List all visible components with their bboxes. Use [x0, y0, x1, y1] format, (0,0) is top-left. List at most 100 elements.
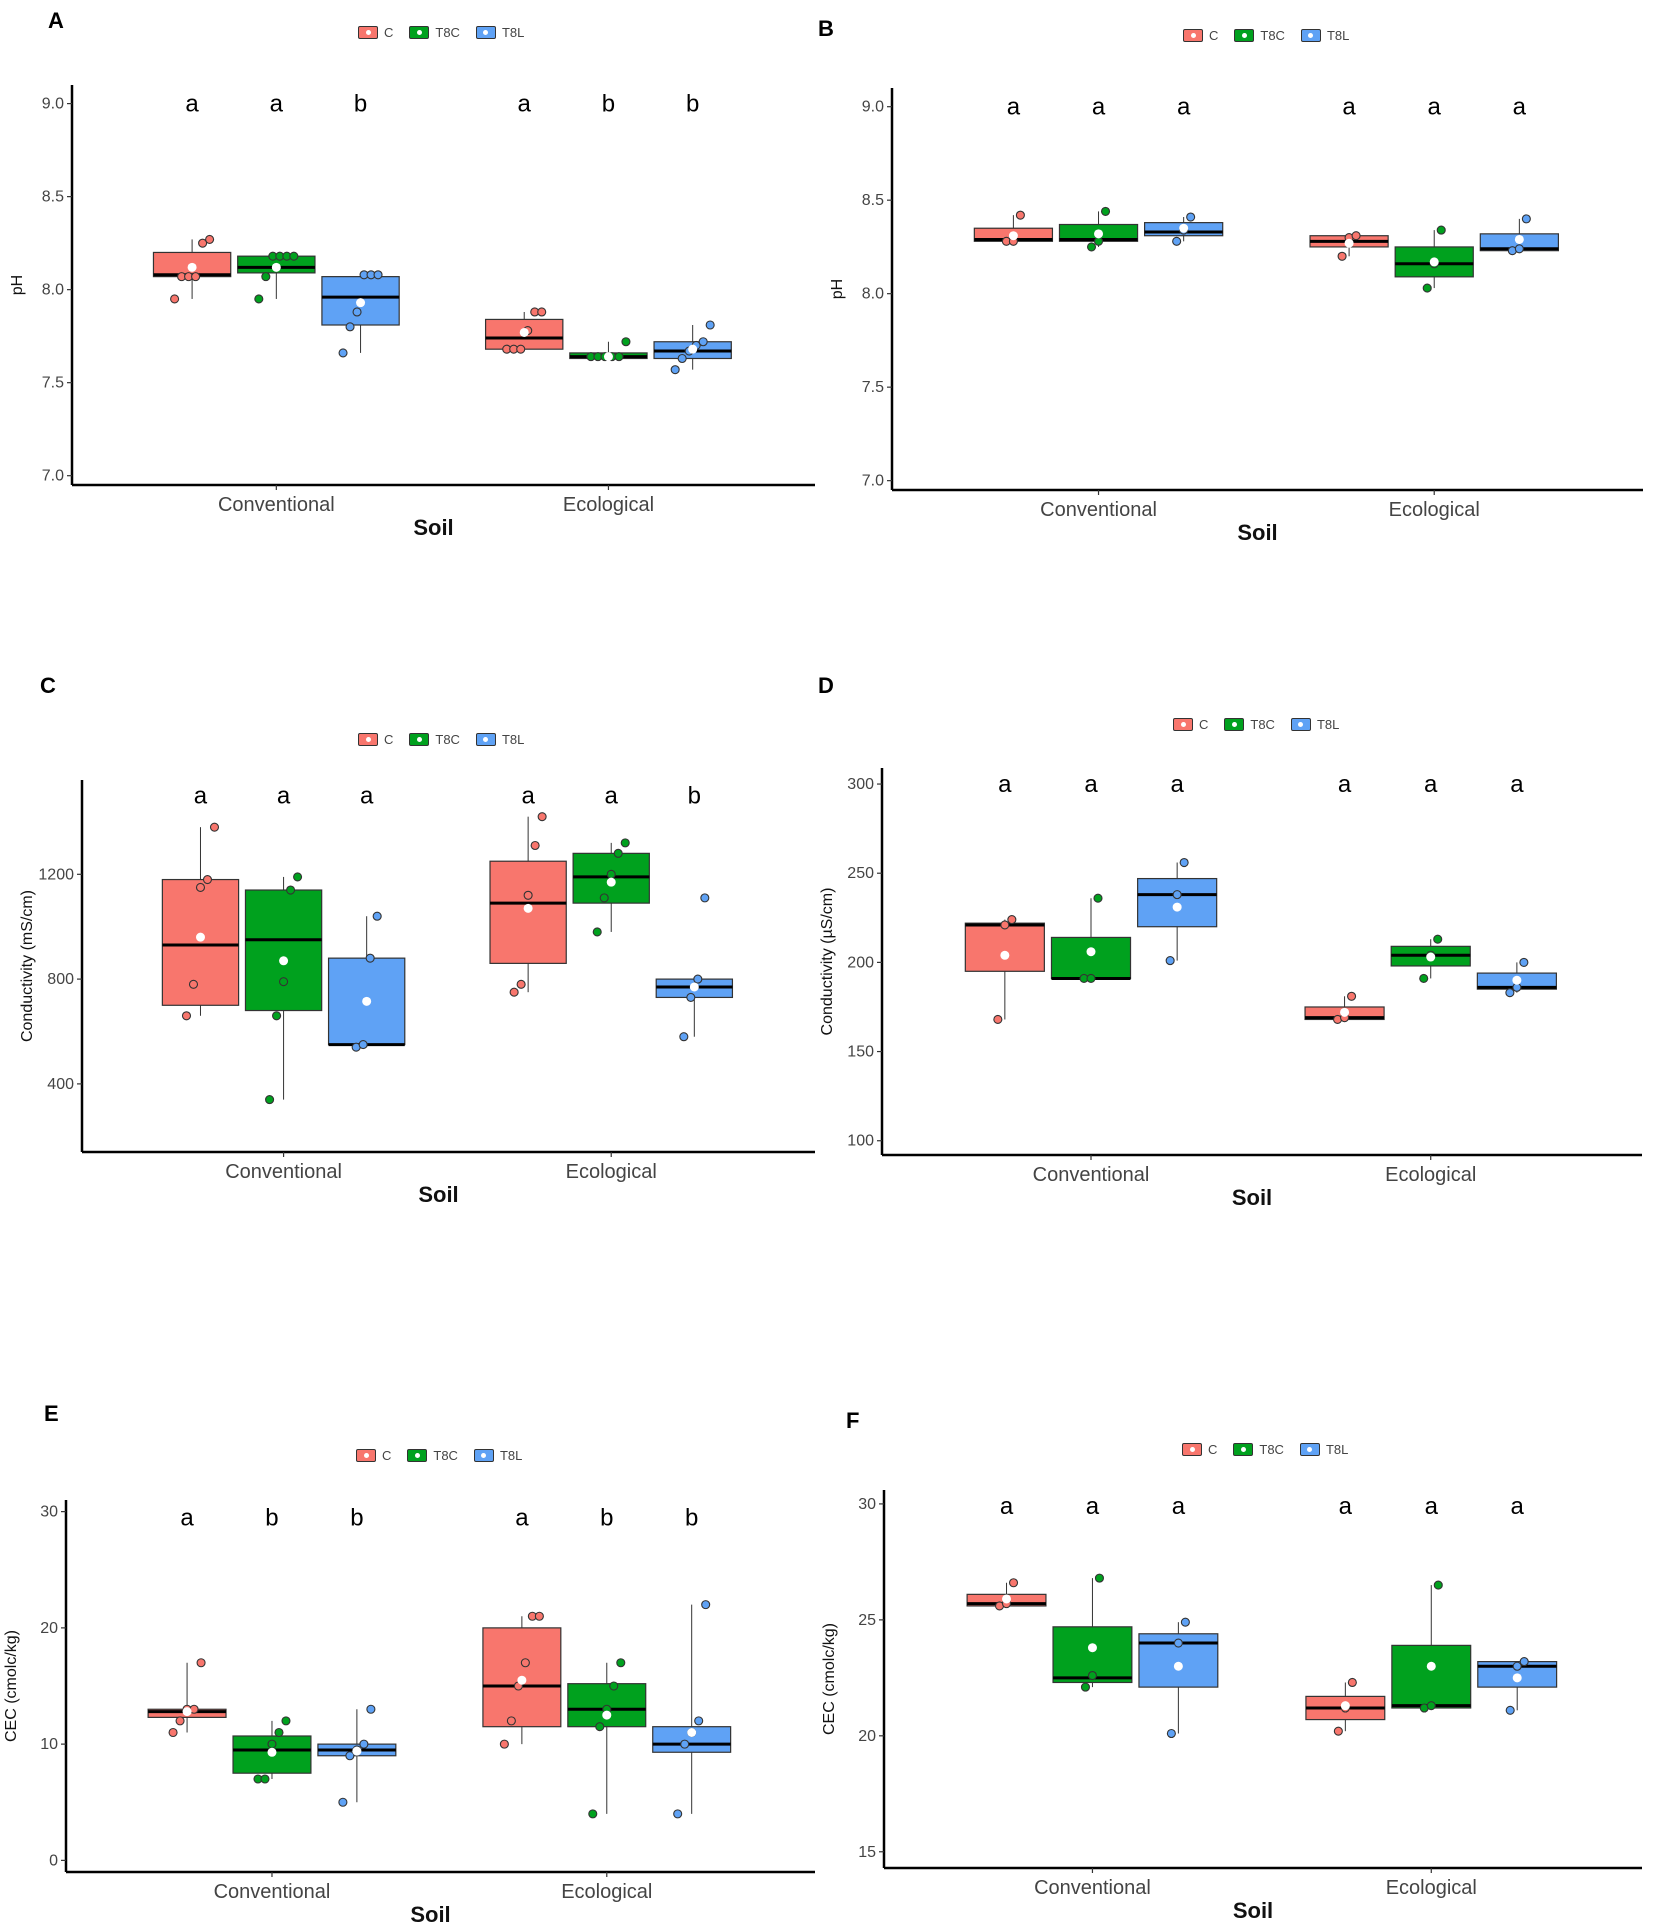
- significance-letter: a: [360, 783, 374, 810]
- y-axis-title: CEC (cmolc/kg): [821, 1623, 838, 1735]
- box-group-c: a: [1304, 771, 1385, 1025]
- significance-letter: a: [194, 783, 208, 810]
- legend-key-t8c: [407, 1449, 428, 1462]
- mean-marker: [1173, 1661, 1183, 1671]
- box-group-t8c: a: [1050, 771, 1132, 983]
- box-rect: [1050, 936, 1132, 980]
- data-point: [1514, 244, 1524, 254]
- significance-letter: a: [1425, 1493, 1439, 1520]
- significance-letter: b: [354, 91, 367, 118]
- data-point: [1007, 915, 1017, 925]
- data-point: [698, 337, 708, 347]
- significance-letter: a: [1007, 94, 1021, 121]
- significance-letter: b: [602, 91, 615, 118]
- box-group-c: a: [489, 783, 567, 997]
- data-point: [1426, 1701, 1436, 1711]
- x-tick-label: Conventional: [214, 1881, 331, 1903]
- data-point: [588, 1809, 598, 1819]
- y-axis-title: CEC (cmolc/kg): [3, 1630, 20, 1742]
- box-rect: [244, 889, 323, 1012]
- data-point: [700, 893, 710, 903]
- y-tick-label: 1200: [38, 866, 74, 883]
- legend-key-t8l: [1290, 718, 1311, 731]
- chart-panel-b: 7.0 7.5 8.0 8.5 9.0 pH Conventional Ecological S…: [822, 40, 1654, 545]
- data-point: [606, 869, 616, 879]
- x-axis-title: Soil: [418, 1182, 458, 1207]
- mean-marker: [519, 327, 529, 337]
- legend-label-t8c: T8C: [435, 732, 460, 747]
- box-group-c: a: [482, 1504, 562, 1749]
- data-point: [1180, 1617, 1190, 1627]
- significance-letter: a: [515, 1504, 529, 1531]
- chart-panel-e: 0 10 20 30 CEC (cmolc/kg) Conventional Ecologi…: [0, 1480, 820, 1929]
- significance-letter: a: [185, 91, 199, 118]
- x-tick-label: Ecological: [1385, 1164, 1476, 1186]
- significance-letter: a: [1424, 771, 1438, 798]
- data-point: [1172, 890, 1182, 900]
- legend-c: C T8C T8L: [358, 732, 532, 747]
- mean-marker: [1086, 947, 1096, 957]
- y-tick-label: 7.0: [862, 473, 884, 490]
- data-point: [677, 353, 687, 364]
- box-group-t8l: a: [1138, 1493, 1219, 1739]
- significance-letter: a: [1084, 771, 1098, 798]
- data-point: [1186, 212, 1196, 222]
- data-point: [293, 872, 303, 882]
- legend-key-c: [358, 26, 378, 39]
- legend-label-c: C: [384, 25, 394, 40]
- significance-letter: a: [1170, 771, 1184, 798]
- data-point: [1172, 236, 1182, 246]
- legend-key-c: [356, 1449, 376, 1462]
- significance-letter: a: [1338, 771, 1352, 798]
- data-point: [181, 1011, 192, 1021]
- significance-letter: a: [998, 771, 1012, 798]
- mean-marker: [687, 1728, 697, 1737]
- mean-marker: [688, 344, 698, 354]
- chart-panel-d: 100 150 200 250 300 Conductivity (µS/cm) Conve…: [819, 760, 1654, 1220]
- mean-marker: [1512, 975, 1522, 985]
- x-axis-title: Soil: [413, 515, 453, 540]
- box-group-t8c: b: [232, 1504, 312, 1784]
- mean-marker: [1429, 257, 1439, 267]
- data-point: [1087, 1670, 1098, 1681]
- legend-label-t8l: T8L: [501, 732, 525, 747]
- significance-letter: a: [1511, 1493, 1525, 1520]
- data-point: [1000, 920, 1010, 930]
- x-axis-title: Soil: [410, 1902, 450, 1927]
- box-group-t8l: b: [317, 1504, 397, 1807]
- panel-label-f: F: [846, 1408, 860, 1433]
- data-point: [1419, 973, 1429, 983]
- mean-marker: [1426, 1661, 1436, 1671]
- box-group-t8l: b: [652, 1504, 732, 1819]
- data-point: [1094, 1573, 1105, 1583]
- y-tick-label: 30: [858, 1496, 876, 1513]
- legend-key-t8l: [475, 733, 496, 746]
- data-point: [286, 885, 296, 895]
- mean-marker: [523, 903, 533, 913]
- mean-marker: [1512, 1673, 1522, 1683]
- box-group-c: a: [964, 771, 1045, 1025]
- box-rect: [1391, 1644, 1472, 1709]
- chart-svg: 15 20 25 30 CEC (cmolc/kg) Conventional Ecolog…: [821, 1490, 1642, 1923]
- panel-label-a: A: [48, 8, 64, 33]
- legend-e: C T8C T8L: [356, 1448, 530, 1463]
- data-point: [670, 365, 680, 375]
- data-point: [1433, 1580, 1443, 1590]
- legend-key-c: [1183, 29, 1203, 42]
- x-tick-label: Conventional: [1033, 1164, 1150, 1186]
- box-group-c: a: [147, 1504, 227, 1738]
- data-point: [254, 294, 264, 304]
- data-point: [993, 1014, 1003, 1025]
- data-point: [365, 953, 375, 963]
- mean-marker: [1094, 229, 1104, 239]
- box-group-t8l: b: [653, 91, 732, 375]
- data-point: [209, 822, 220, 832]
- legend-label-t8l: T8L: [1316, 717, 1340, 732]
- y-tick-label: 300: [847, 776, 874, 793]
- data-point: [338, 348, 348, 358]
- box-group-c: a: [973, 94, 1054, 246]
- data-point: [679, 1032, 689, 1042]
- data-point: [621, 337, 631, 347]
- significance-letter: a: [1092, 94, 1106, 121]
- legend-key-t8c: [1224, 718, 1245, 731]
